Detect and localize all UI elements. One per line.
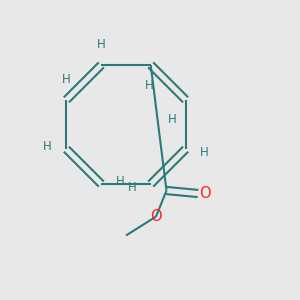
Text: H: H [145,79,154,92]
Text: H: H [62,73,71,86]
Text: H: H [200,146,209,159]
Text: H: H [128,181,136,194]
Text: H: H [97,38,106,51]
Text: O: O [200,186,211,201]
Text: H: H [168,113,177,126]
Text: O: O [150,209,162,224]
Text: H: H [43,140,52,153]
Text: H: H [116,175,124,188]
